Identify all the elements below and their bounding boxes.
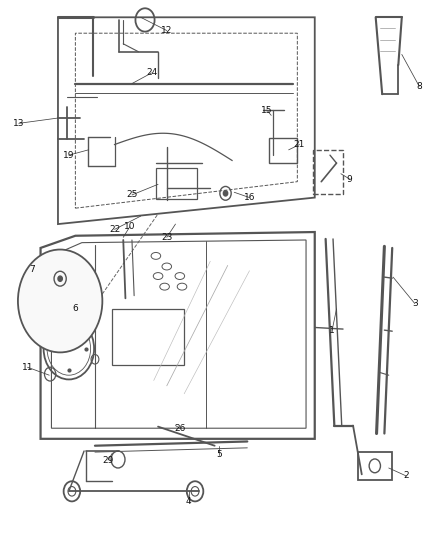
- Text: 22: 22: [109, 225, 120, 234]
- Text: 5: 5: [216, 450, 222, 459]
- Text: 24: 24: [146, 68, 157, 77]
- Text: 11: 11: [22, 363, 33, 372]
- Text: 3: 3: [412, 299, 418, 308]
- Text: 19: 19: [63, 151, 74, 160]
- Text: 12: 12: [161, 26, 173, 35]
- Text: 6: 6: [73, 304, 78, 313]
- Text: 15: 15: [261, 106, 272, 115]
- Text: 29: 29: [102, 456, 114, 465]
- Text: 13: 13: [13, 119, 25, 128]
- Circle shape: [18, 249, 102, 352]
- Text: 21: 21: [294, 140, 305, 149]
- Text: 25: 25: [126, 190, 138, 199]
- Text: 4: 4: [186, 497, 191, 506]
- Circle shape: [223, 191, 228, 196]
- Text: 23: 23: [161, 233, 173, 242]
- Text: 8: 8: [417, 82, 422, 91]
- Text: 10: 10: [124, 222, 135, 231]
- Circle shape: [58, 276, 62, 281]
- Text: 9: 9: [347, 174, 353, 183]
- Text: 16: 16: [244, 193, 255, 202]
- Text: 1: 1: [329, 326, 335, 335]
- Text: 2: 2: [403, 471, 409, 480]
- Text: 26: 26: [174, 424, 186, 433]
- Text: 7: 7: [29, 265, 35, 273]
